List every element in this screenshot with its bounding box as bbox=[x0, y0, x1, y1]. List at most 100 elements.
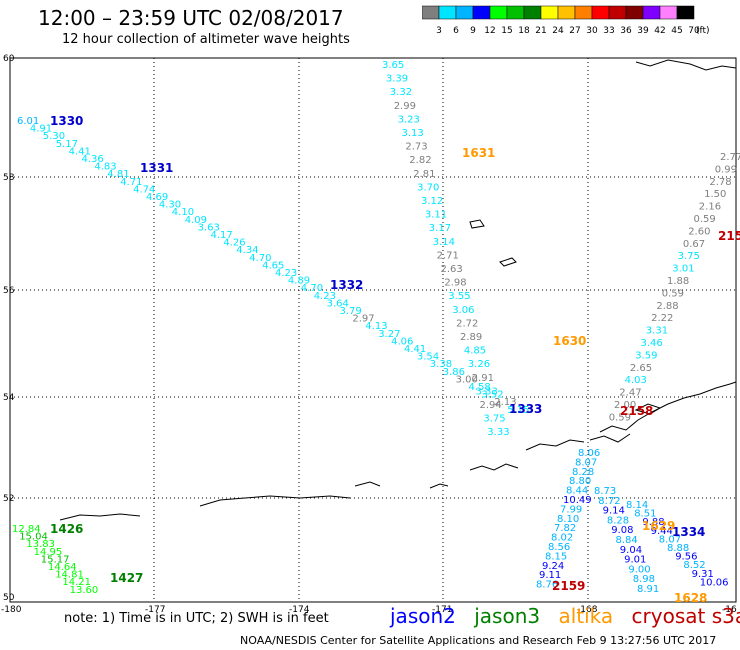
wave-height-label: 4.26 bbox=[223, 238, 245, 249]
wave-height-label: 4.70 bbox=[301, 283, 323, 294]
wave-height-label: 4.23 bbox=[275, 268, 297, 279]
wave-height-label: 9.04 bbox=[620, 545, 642, 556]
wave-height-label: 9.00 bbox=[628, 564, 650, 575]
wave-height-label: 8.44 bbox=[566, 486, 588, 497]
lat-label: 60 bbox=[3, 54, 15, 64]
wave-height-label: 2.72 bbox=[456, 318, 478, 329]
wave-height-label: 3.23 bbox=[398, 114, 420, 125]
lon-label: -168 bbox=[577, 605, 598, 615]
wave-height-label: 2.78 bbox=[709, 177, 731, 188]
legend-value: 39 bbox=[637, 26, 649, 36]
wave-height-label: 3.33 bbox=[476, 386, 498, 397]
wave-height-label: 2.22 bbox=[651, 313, 673, 324]
wave-height-label: 8.72 bbox=[598, 496, 620, 507]
wave-height-label: 5.30 bbox=[43, 131, 65, 142]
legend-swatch bbox=[676, 5, 695, 20]
satellite-cryosat: cryosat s3a bbox=[631, 604, 740, 628]
track-id-label: 1334 bbox=[672, 525, 705, 539]
wave-height-label: 8.28 bbox=[607, 515, 629, 526]
wave-height-label: 1.50 bbox=[704, 189, 726, 200]
legend-value: 9 bbox=[470, 26, 476, 36]
satellite-jason3: jason3 bbox=[474, 604, 541, 628]
wave-height-label: 4.34 bbox=[236, 245, 258, 256]
wave-height-label: 3.52 bbox=[481, 390, 503, 401]
wave-height-label: 4.74 bbox=[133, 184, 155, 195]
wave-height-label: 3.54 bbox=[417, 352, 439, 363]
wave-height-label: 5.17 bbox=[56, 139, 78, 150]
wave-height-label: 5.15 bbox=[507, 405, 529, 416]
map-frame bbox=[9, 57, 737, 603]
wave-height-label: 6.01 bbox=[17, 116, 39, 127]
wave-height-label: 3.11 bbox=[425, 210, 447, 221]
wave-height-label: 4.70 bbox=[249, 253, 271, 264]
track-id-label: 1630 bbox=[553, 334, 586, 348]
wave-height-label: 3.63 bbox=[198, 222, 220, 233]
lat-label: 56 bbox=[3, 286, 15, 296]
wave-height-label: 2.73 bbox=[405, 142, 427, 153]
wave-height-label: 2.94 bbox=[480, 400, 502, 411]
wave-height-label: 8.80 bbox=[569, 476, 591, 487]
wave-height-label: 2.63 bbox=[441, 264, 463, 275]
legend-value: 27 bbox=[569, 26, 580, 36]
wave-height-label: 9.14 bbox=[603, 506, 625, 517]
wave-height-label: 4.06 bbox=[391, 336, 413, 347]
legend-value: 42 bbox=[654, 26, 665, 36]
wave-height-label: 4.83 bbox=[94, 162, 116, 173]
track-id-label: 1629 bbox=[642, 519, 675, 533]
wave-height-label: 2.98 bbox=[444, 278, 466, 289]
lat-label: 54 bbox=[3, 393, 15, 403]
wave-height-label: 8.84 bbox=[616, 535, 638, 546]
wave-height-label: 14.81 bbox=[55, 570, 84, 581]
track-id-label: 1628 bbox=[674, 591, 707, 605]
wave-height-label: 8.07 bbox=[575, 457, 597, 468]
graticule bbox=[10, 58, 736, 602]
track-id-label: 1331 bbox=[140, 161, 173, 175]
lon-label: -180 bbox=[1, 605, 22, 615]
wave-height-label: 2.71 bbox=[437, 250, 459, 261]
legend-value: 18 bbox=[518, 26, 530, 36]
wave-height-label: 8.14 bbox=[626, 500, 648, 511]
wave-height-label: 3.55 bbox=[448, 291, 470, 302]
wave-height-label: 3.70 bbox=[417, 182, 439, 193]
legend-value: 45 bbox=[671, 26, 682, 36]
wave-height-label: 2.88 bbox=[656, 301, 678, 312]
wave-height-label: 3.75 bbox=[483, 414, 505, 425]
wave-height-label: 4.71 bbox=[120, 177, 142, 188]
wave-height-label: 3.06 bbox=[452, 305, 474, 316]
wave-height-label: 4.91 bbox=[30, 124, 52, 135]
wave-height-label: 3.38 bbox=[430, 359, 452, 370]
wave-height-label: 0.99 bbox=[715, 164, 737, 175]
wave-height-label: 0.59 bbox=[609, 412, 631, 423]
wave-height-label: 3.26 bbox=[468, 359, 490, 370]
wave-height-label: 2.82 bbox=[409, 155, 431, 166]
wave-height-label: 8.73 bbox=[594, 486, 616, 497]
wave-height-label: 8.07 bbox=[659, 534, 681, 545]
wave-height-label: 7.82 bbox=[554, 523, 576, 534]
wave-height-label: 4.30 bbox=[159, 200, 181, 211]
lon-labels: -180 -177 -174 -171 -168 -16 bbox=[1, 605, 737, 615]
wave-height-label: 4.81 bbox=[107, 169, 129, 180]
track-id-label: 1333 bbox=[509, 402, 542, 416]
wave-height-label: 8.28 bbox=[572, 467, 594, 478]
wave-height-label: 3.12 bbox=[421, 196, 443, 207]
wave-height-label: 3.01 bbox=[672, 264, 694, 275]
wave-height-label: 2.47 bbox=[619, 388, 641, 399]
wave-height-label: 9.01 bbox=[624, 555, 646, 566]
track-id-label: 2159 bbox=[552, 579, 585, 593]
wave-height-label: 4.03 bbox=[625, 375, 647, 386]
wave-height-label: 8.06 bbox=[578, 448, 600, 459]
wave-height-label: 3.33 bbox=[487, 427, 509, 438]
wave-height-label: 3.59 bbox=[635, 350, 657, 361]
wave-height-label: 3.46 bbox=[641, 338, 663, 349]
lat-label: 52 bbox=[3, 494, 14, 504]
satellite-legend: jason2 jason3 altika cryosat s3a bbox=[390, 604, 740, 628]
wave-height-label: 3.00 bbox=[456, 374, 478, 385]
wave-height-label: 8.76 bbox=[536, 580, 558, 591]
legend-value: 70 bbox=[688, 26, 700, 36]
wave-height-label: 8.52 bbox=[683, 560, 705, 571]
track-id-label: 215 bbox=[718, 229, 740, 243]
wave-height-label: 9.44 bbox=[651, 526, 673, 537]
track-id-label: 1427 bbox=[110, 571, 143, 585]
wave-height-label: 14.64 bbox=[48, 562, 77, 573]
wave-height-label: 2.91 bbox=[472, 373, 494, 384]
